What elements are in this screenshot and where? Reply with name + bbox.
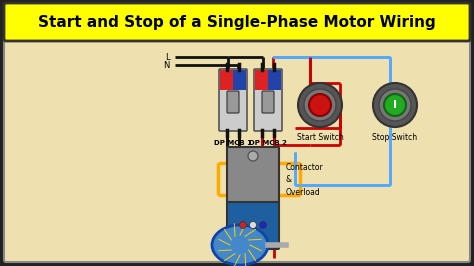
FancyBboxPatch shape bbox=[227, 91, 239, 113]
Bar bbox=[220, 70, 233, 90]
FancyBboxPatch shape bbox=[227, 202, 279, 249]
Bar bbox=[255, 70, 268, 90]
Circle shape bbox=[259, 222, 266, 228]
Circle shape bbox=[379, 89, 411, 121]
Circle shape bbox=[249, 222, 256, 228]
Ellipse shape bbox=[212, 225, 268, 265]
Circle shape bbox=[304, 89, 336, 121]
Circle shape bbox=[239, 222, 246, 228]
Text: N: N bbox=[164, 60, 170, 69]
Circle shape bbox=[309, 94, 331, 116]
Text: Contactor
&
Overload: Contactor & Overload bbox=[286, 163, 324, 197]
FancyBboxPatch shape bbox=[4, 3, 470, 41]
Bar bbox=[268, 70, 281, 90]
Circle shape bbox=[384, 94, 406, 116]
FancyBboxPatch shape bbox=[227, 147, 279, 204]
Text: Start Switch: Start Switch bbox=[297, 133, 343, 142]
Text: DP MCB 1: DP MCB 1 bbox=[214, 140, 252, 146]
Text: DP MCB 2: DP MCB 2 bbox=[249, 140, 287, 146]
Circle shape bbox=[298, 83, 342, 127]
FancyBboxPatch shape bbox=[4, 40, 470, 262]
Bar bbox=[233, 70, 246, 90]
Circle shape bbox=[248, 151, 258, 161]
Text: Stop Switch: Stop Switch bbox=[373, 133, 418, 142]
Text: L: L bbox=[165, 52, 170, 61]
Circle shape bbox=[373, 83, 417, 127]
FancyBboxPatch shape bbox=[219, 69, 247, 131]
Text: Start and Stop of a Single-Phase Motor Wiring: Start and Stop of a Single-Phase Motor W… bbox=[38, 15, 436, 30]
FancyBboxPatch shape bbox=[262, 91, 274, 113]
Text: I: I bbox=[393, 100, 397, 110]
FancyBboxPatch shape bbox=[254, 69, 282, 131]
